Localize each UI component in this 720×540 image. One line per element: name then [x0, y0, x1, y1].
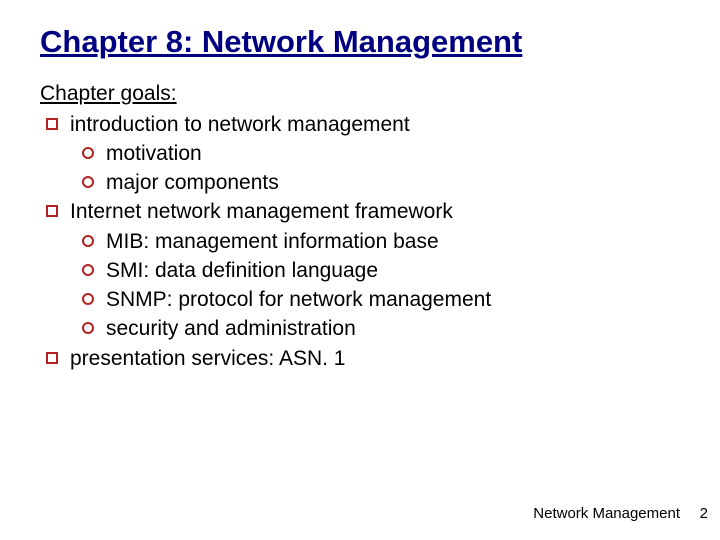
- circle-bullet-icon: [82, 147, 94, 159]
- list-item-text: MIB: management information base: [106, 229, 439, 255]
- list-item: introduction to network management: [46, 112, 680, 138]
- list-item-text: Internet network management framework: [70, 199, 453, 225]
- list-item-text: introduction to network management: [70, 112, 410, 138]
- page-number: 2: [700, 505, 708, 522]
- section-heading: Chapter goals:: [40, 82, 680, 106]
- list-item-text: presentation services: ASN. 1: [70, 346, 345, 372]
- circle-bullet-icon: [82, 176, 94, 188]
- list-item: presentation services: ASN. 1: [46, 346, 680, 372]
- list-item: SMI: data definition language: [82, 258, 680, 284]
- list-item: security and administration: [82, 316, 680, 342]
- footer-text: Network Management: [533, 505, 680, 522]
- slide-title: Chapter 8: Network Management: [40, 24, 680, 60]
- circle-bullet-icon: [82, 235, 94, 247]
- list-item-text: SMI: data definition language: [106, 258, 378, 284]
- list-item: major components: [82, 170, 680, 196]
- list-item: MIB: management information base: [82, 229, 680, 255]
- square-bullet-icon: [46, 118, 58, 130]
- bullet-list: introduction to network management motiv…: [40, 112, 680, 372]
- list-item: Internet network management framework: [46, 199, 680, 225]
- list-item-text: security and administration: [106, 316, 356, 342]
- circle-bullet-icon: [82, 264, 94, 276]
- square-bullet-icon: [46, 205, 58, 217]
- list-item-text: motivation: [106, 141, 202, 167]
- slide: Chapter 8: Network Management Chapter go…: [0, 0, 720, 540]
- list-item-text: major components: [106, 170, 279, 196]
- square-bullet-icon: [46, 352, 58, 364]
- list-item-text: SNMP: protocol for network management: [106, 287, 491, 313]
- circle-bullet-icon: [82, 293, 94, 305]
- list-item: motivation: [82, 141, 680, 167]
- list-item: SNMP: protocol for network management: [82, 287, 680, 313]
- circle-bullet-icon: [82, 322, 94, 334]
